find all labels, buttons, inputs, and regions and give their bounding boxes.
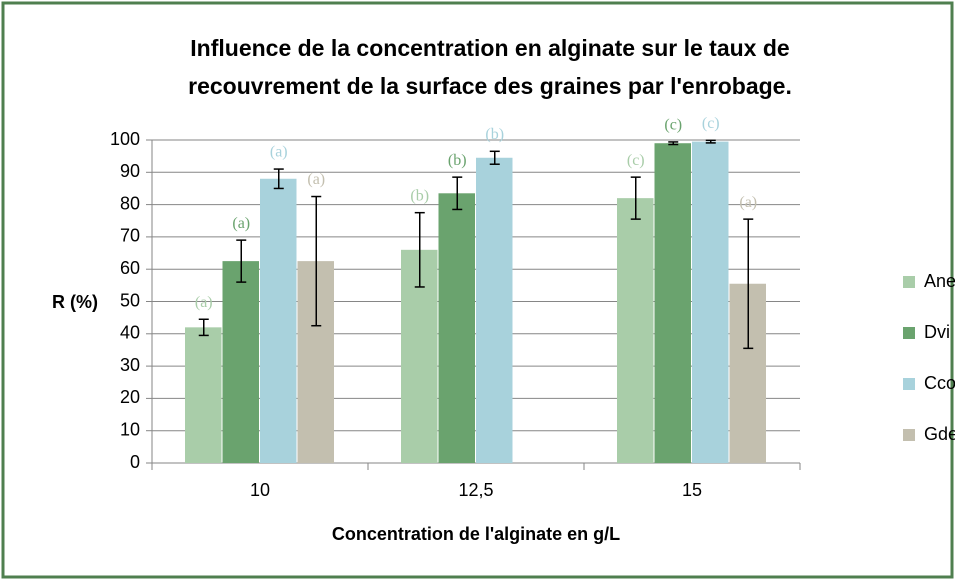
x-tick-label: 15: [682, 480, 702, 500]
significance-letter: (c): [664, 117, 682, 134]
x-axis-label: Concentration de l'alginate en g/L: [332, 524, 620, 544]
legend-swatch: [903, 327, 915, 339]
legend-swatch: [903, 429, 915, 441]
significance-letter: (b): [485, 126, 504, 143]
significance-letter: (a): [739, 194, 757, 211]
bar: [617, 198, 654, 463]
bar: [222, 261, 259, 463]
y-tick-label: 10: [120, 419, 140, 439]
significance-letter: (a): [232, 215, 250, 232]
significance-letter: (a): [195, 294, 213, 311]
x-tick-label: 12,5: [458, 480, 493, 500]
y-tick-label: 50: [120, 290, 140, 310]
y-tick-label: 20: [120, 387, 140, 407]
significance-letter: (b): [410, 187, 429, 204]
y-tick-label: 70: [120, 226, 140, 246]
y-tick-label: 80: [120, 193, 140, 213]
significance-letter: (c): [702, 115, 720, 132]
bar: [692, 141, 729, 464]
legend-swatch: [903, 276, 915, 288]
bar: [185, 327, 222, 463]
x-tick-label: 10: [250, 480, 270, 500]
y-tick-label: 40: [120, 323, 140, 343]
chart-title: Influence de la concentration en alginat…: [188, 35, 792, 99]
significance-letter: (c): [627, 152, 645, 169]
bar: [438, 193, 475, 464]
bar: [260, 178, 297, 463]
legend-label: Ane: [924, 271, 955, 291]
legend-swatch: [903, 378, 915, 390]
legend-label: Cco: [924, 373, 955, 393]
y-tick-label: 60: [120, 258, 140, 278]
legend-label: Dvi: [924, 322, 950, 342]
y-tick-label: 90: [120, 161, 140, 181]
y-tick-label: 30: [120, 355, 140, 375]
significance-letter: (a): [307, 171, 325, 188]
bar: [476, 157, 513, 463]
y-axis-label: R (%): [52, 292, 98, 312]
significance-letter: (a): [270, 144, 288, 161]
bar: [654, 143, 691, 464]
significance-letter: (b): [448, 152, 467, 169]
y-tick-label: 100: [110, 129, 140, 149]
y-tick-label: 0: [130, 452, 140, 472]
legend-label: Gde: [924, 424, 955, 444]
